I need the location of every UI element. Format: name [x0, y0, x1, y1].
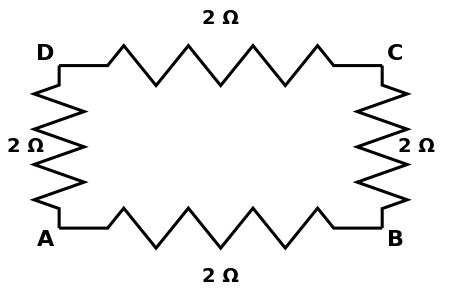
- Text: 2 Ω: 2 Ω: [6, 137, 44, 156]
- Text: B: B: [387, 230, 404, 249]
- Text: 2 Ω: 2 Ω: [398, 137, 435, 156]
- Text: C: C: [387, 44, 403, 64]
- Text: D: D: [36, 44, 55, 64]
- Text: 2 Ω: 2 Ω: [202, 267, 239, 286]
- Text: A: A: [37, 230, 55, 249]
- Text: 2 Ω: 2 Ω: [202, 9, 239, 28]
